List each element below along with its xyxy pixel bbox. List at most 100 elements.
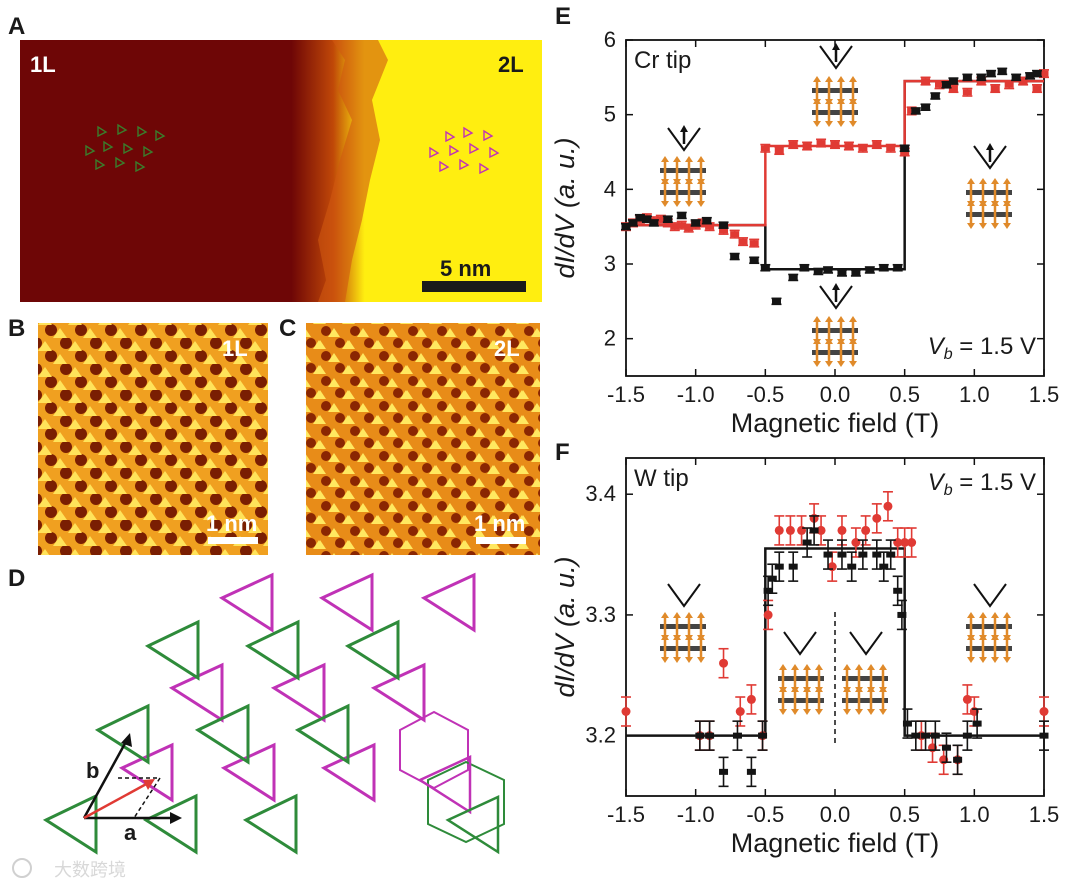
y-axis-label: dI/dV (a. u.) xyxy=(550,137,580,278)
data-point-black xyxy=(628,219,638,226)
y-axis-label: dI/dV (a. u.) xyxy=(550,556,580,697)
lattice-icon-center-bottom-spin-tail xyxy=(837,361,845,367)
data-point-red xyxy=(990,85,1000,92)
data-point-black xyxy=(962,732,972,739)
lattice-icon-center-bottom-spin-head xyxy=(825,316,833,322)
lattice-icon-mid-right-spin-head xyxy=(879,686,887,692)
lattice-icon-left-spin-tail xyxy=(673,201,681,207)
data-point-black xyxy=(823,266,833,273)
data-point-black xyxy=(788,563,798,570)
data-point-black xyxy=(837,269,847,276)
panel-a-left-layer-label: 1L xyxy=(30,52,56,77)
lattice-icon-left-spin-head xyxy=(673,178,681,184)
lattice-icon-mid-left xyxy=(778,664,824,715)
data-point-black xyxy=(865,266,875,273)
data-point-red xyxy=(935,81,944,88)
tip-icon-center-bottom-arrow-head xyxy=(832,283,840,290)
lattice-icon-right-spin-head xyxy=(979,612,987,618)
lattice-icon-left-spin-head xyxy=(697,156,705,162)
tip-icon-center-bottom xyxy=(819,283,853,310)
data-point-red xyxy=(788,141,798,148)
lattice-icon-right-layer xyxy=(966,190,1012,195)
panel-a-label: A xyxy=(8,13,25,40)
data-point-black xyxy=(886,551,896,558)
tip-icon-center-top xyxy=(819,43,853,70)
data-point-red xyxy=(962,89,972,96)
data-point-black xyxy=(705,732,715,739)
lattice-icon-center-top-spin-head xyxy=(813,76,821,82)
lattice-icon-right-layer xyxy=(966,212,1012,217)
data-point-black xyxy=(760,264,770,271)
lattice-icon-left-spin-head xyxy=(685,156,693,162)
scale-bar-b-label: 1 nm xyxy=(206,511,257,536)
lattice-icon-mid-right-spin-head xyxy=(843,664,851,670)
data-point-black xyxy=(635,214,645,221)
x-axis-label: Magnetic field (T) xyxy=(731,408,940,438)
lattice-icon-center-bottom-spin-head xyxy=(849,338,857,344)
data-point-red xyxy=(1032,85,1042,92)
data-point-black xyxy=(1025,72,1035,79)
lattice-icon-right-spin-tail xyxy=(1003,657,1011,663)
tip-icon-mid-left xyxy=(783,631,817,656)
y-tick-label: 4 xyxy=(604,176,616,201)
x-tick-label: 1.0 xyxy=(959,802,990,827)
y-tick-label: 3.2 xyxy=(585,723,616,748)
lattice-icon-right-spin-head xyxy=(1003,612,1011,618)
lattice-icon-right-spin-tail xyxy=(979,223,987,229)
tip-icon-center-top-arrow-head xyxy=(832,43,840,50)
tip-icon-left-cone xyxy=(667,583,701,608)
y-tick-label: 6 xyxy=(604,27,616,52)
data-point-black xyxy=(799,264,809,271)
scale-bar-c-label: 1 nm xyxy=(474,511,525,536)
data-point-black xyxy=(851,269,861,276)
lattice-icon-center-bottom-spin-head xyxy=(825,338,833,344)
lattice-icon-mid-right xyxy=(842,664,888,715)
data-point-black xyxy=(911,107,921,114)
data-point-red xyxy=(1039,70,1049,77)
lattice-icon-left-spin-tail xyxy=(685,201,693,207)
lattice-icon-left-spin-head xyxy=(673,612,681,618)
data-point-red xyxy=(921,78,931,85)
lattice-icon-center-top-spin-tail xyxy=(837,121,845,127)
lattice-icon-right-spin-tail xyxy=(967,223,975,229)
lattice-icon-mid-left-spin-head xyxy=(815,664,823,670)
lattice-icon-center-top-spin-head xyxy=(837,98,845,104)
data-point-black xyxy=(837,551,847,558)
data-point-black xyxy=(732,732,742,739)
lattice-icon-left xyxy=(660,156,706,207)
data-point-black xyxy=(1039,732,1049,739)
data-point-black xyxy=(941,744,951,751)
lattice-icon-center-top-spin-head xyxy=(825,76,833,82)
lattice-icon-mid-left-spin-head xyxy=(779,686,787,692)
lattice-icon-center-bottom-spin-head xyxy=(813,316,821,322)
lattice-icon-center-bottom-spin-tail xyxy=(813,361,821,367)
lattice-icon-left xyxy=(660,612,706,663)
lattice-icon-center-top-spin-head xyxy=(849,76,857,82)
lattice-icon-right-spin-head xyxy=(967,178,975,184)
panel-c-layer-label: 2L xyxy=(494,336,520,361)
x-tick-label: -0.5 xyxy=(746,382,784,407)
lattice-icon-center-top-spin-tail xyxy=(825,121,833,127)
stm-atomic-image-1l xyxy=(38,323,268,555)
lattice-icon-left-layer xyxy=(660,168,706,173)
lattice-icon-center-top-spin-head xyxy=(813,98,821,104)
data-point-black xyxy=(771,298,781,305)
panel-f: F -1.5 -1.0 -0.5 0.0 0.5 1.0 1.5 3.2 3.3 3.4 Magne… xyxy=(550,439,1059,858)
lattice-icon-right xyxy=(966,612,1012,663)
data-point-red xyxy=(774,147,784,154)
data-point-black xyxy=(930,93,940,99)
data-point-black xyxy=(902,720,912,727)
lattice-icon-mid-right-spin-tail xyxy=(867,709,875,715)
data-point-black xyxy=(921,732,931,739)
x-tick-label: -1.0 xyxy=(677,802,715,827)
data-point-red xyxy=(830,141,840,148)
lattice-icon-right-spin-head xyxy=(1003,634,1011,640)
data-point-black xyxy=(972,720,982,727)
chart-e: -1.5 -1.0 -0.5 0.0 0.5 1.0 1.5 2 3 4 5 6 Magnetic fi… xyxy=(550,27,1059,438)
lattice-icon-right-spin-tail xyxy=(1003,223,1011,229)
data-point-red xyxy=(719,658,729,668)
lattice-icon-mid-right-spin-tail xyxy=(843,709,851,715)
lattice-icon-right-spin-head xyxy=(991,178,999,184)
lattice-icon-left-spin-head xyxy=(697,178,705,184)
